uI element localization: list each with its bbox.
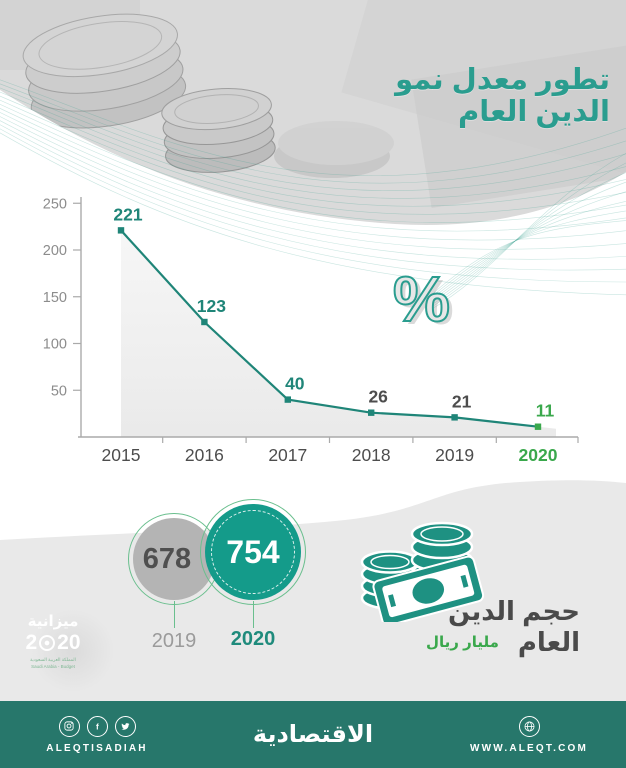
svg-text:26: 26 <box>368 387 388 407</box>
budget-emblem-icon <box>39 635 56 651</box>
instagram-icon[interactable] <box>58 715 80 737</box>
globe-icon <box>518 715 540 737</box>
connector-line-2019 <box>174 601 175 628</box>
connector-line-2020 <box>253 601 254 628</box>
budget-subtext-en: Saudi Arabia - Budget <box>31 663 75 669</box>
aleqtisadiah-logo: الاقتصادية <box>252 721 374 748</box>
svg-text:150: 150 <box>43 290 67 306</box>
svg-text:2016: 2016 <box>185 445 224 465</box>
debt-year-label-2019: 2019 <box>151 630 197 652</box>
debt-year-label-2020: 2020 <box>230 628 276 650</box>
page-title: تطور معدل نمو الدين العام <box>395 64 610 129</box>
svg-text:f: f <box>96 722 99 731</box>
svg-text:2019: 2019 <box>435 445 474 465</box>
svg-text:2020: 2020 <box>519 445 558 465</box>
budget-year-prefix: 2 <box>25 631 38 654</box>
budget-logo-subtext: المملكة العربية السعودية Saudi Arabia - … <box>10 657 96 671</box>
coin-stack-left <box>22 13 187 129</box>
svg-text:200: 200 <box>43 243 67 259</box>
budget-year-suffix: 20 <box>57 631 81 654</box>
svg-text:50: 50 <box>51 383 67 399</box>
svg-text:11: 11 <box>536 401 555 421</box>
svg-text:2015: 2015 <box>102 445 141 465</box>
svg-text:40: 40 <box>285 374 305 394</box>
budget-logo-year: 2 20 <box>10 631 96 655</box>
debt-circle-2020: 754 <box>200 499 306 605</box>
svg-text:100: 100 <box>43 337 67 353</box>
social-icons-row: f <box>58 715 136 737</box>
twitter-icon[interactable] <box>114 715 136 737</box>
footer-social-handle[interactable]: ALEQTISADIAH <box>46 742 148 754</box>
svg-text:250: 250 <box>43 196 67 212</box>
svg-text:21: 21 <box>452 391 472 411</box>
white-wave <box>0 90 626 235</box>
facebook-icon[interactable]: f <box>86 715 108 737</box>
money-coins-banknote-icon <box>360 521 485 622</box>
svg-text:2018: 2018 <box>352 445 391 465</box>
svg-text:123: 123 <box>197 296 226 316</box>
footer-social-block: f ALEQTISADIAH <box>22 715 172 754</box>
svg-text:221: 221 <box>113 204 142 224</box>
debt-value-2020: 754 <box>226 533 280 570</box>
svg-text:2017: 2017 <box>268 445 307 465</box>
debt-growth-line-chart: 50 100 150 200 250 221 123 40 26 21 11 2015 2016 2017… <box>43 196 579 465</box>
footer-bar: f ALEQTISADIAH الاقتصادية WWW.ALEQT.COM <box>0 701 626 768</box>
budget-logo-title: ميزانية <box>27 613 79 630</box>
footer-website-block: WWW.ALEQT.COM <box>454 715 604 754</box>
debt-size-title: حجم الدين العام <box>448 596 580 657</box>
percent-symbol: % <box>392 262 451 336</box>
debt-value-2019: 678 <box>142 542 192 575</box>
debt-size-unit: مليار ريال <box>426 634 499 651</box>
coins-photo <box>0 0 626 235</box>
budget-subtext-ar: المملكة العربية السعودية <box>30 657 76 662</box>
coin-stack-mid <box>161 88 276 173</box>
footer-website-url[interactable]: WWW.ALEQT.COM <box>469 742 589 754</box>
coin-blurred <box>274 121 394 178</box>
budget-2020-logo: ميزانية 2 20 المملكة العربية السعودية Sa… <box>10 606 118 696</box>
banknote <box>372 555 485 622</box>
